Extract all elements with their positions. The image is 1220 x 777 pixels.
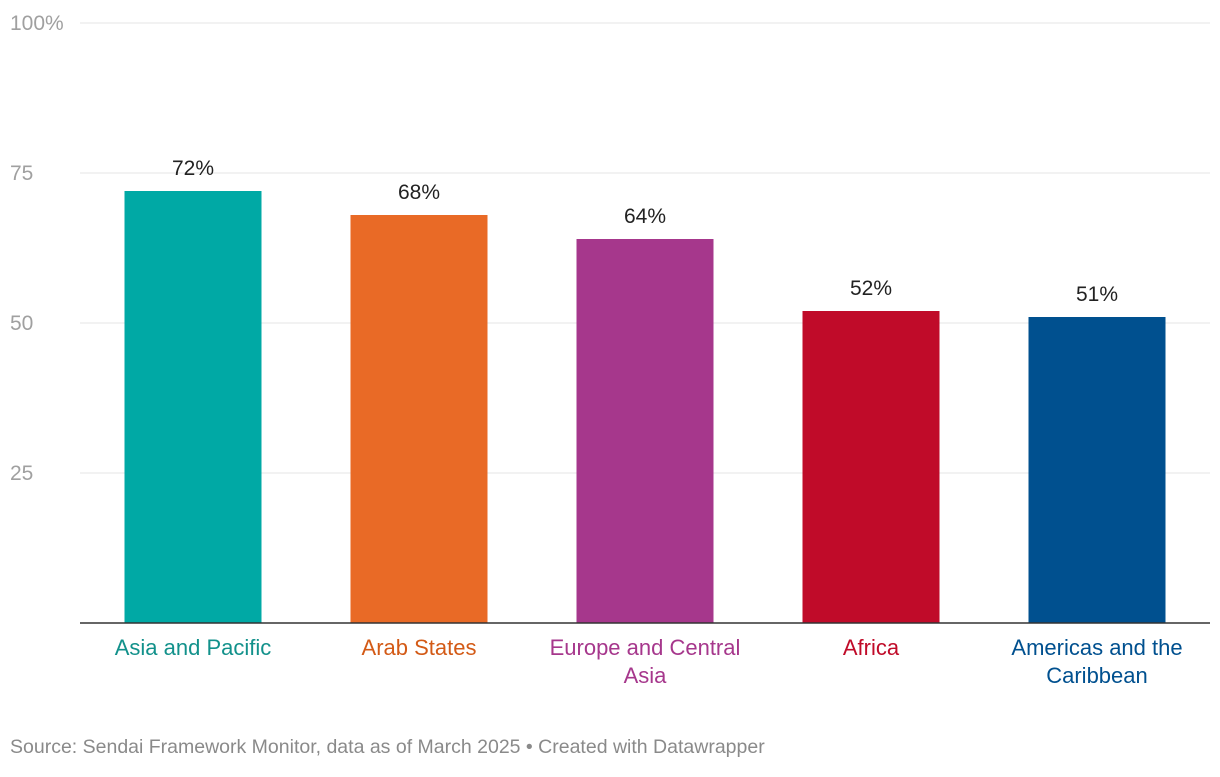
category-label: Africa xyxy=(843,635,900,660)
category-label: Europe and Central xyxy=(550,635,741,660)
category-label: Americas and the xyxy=(1011,635,1182,660)
bar xyxy=(350,215,488,623)
y-tick-label: 75 xyxy=(10,162,33,185)
y-tick-label: 25 xyxy=(10,462,33,485)
value-label: 68% xyxy=(398,181,440,204)
source-note: Source: Sendai Framework Monitor, data a… xyxy=(10,736,765,758)
bar xyxy=(576,239,714,623)
y-tick-label: 100% xyxy=(10,12,64,35)
y-tick-label: 50 xyxy=(10,312,33,335)
category-label: Asia xyxy=(624,663,668,688)
bars-layer xyxy=(124,191,1166,623)
category-label: Arab States xyxy=(362,635,477,660)
bar xyxy=(1028,317,1166,623)
category-label: Caribbean xyxy=(1046,663,1148,688)
bar xyxy=(124,191,262,623)
value-label: 72% xyxy=(172,157,214,180)
value-label: 64% xyxy=(624,205,666,228)
value-label: 52% xyxy=(850,277,892,300)
value-label: 51% xyxy=(1076,283,1118,306)
category-label: Asia and Pacific xyxy=(115,635,272,660)
labels-layer: 25 50 75 100% 72% Asia and Pacific 68% Arab Sta… xyxy=(10,12,1183,688)
bar xyxy=(802,311,940,623)
